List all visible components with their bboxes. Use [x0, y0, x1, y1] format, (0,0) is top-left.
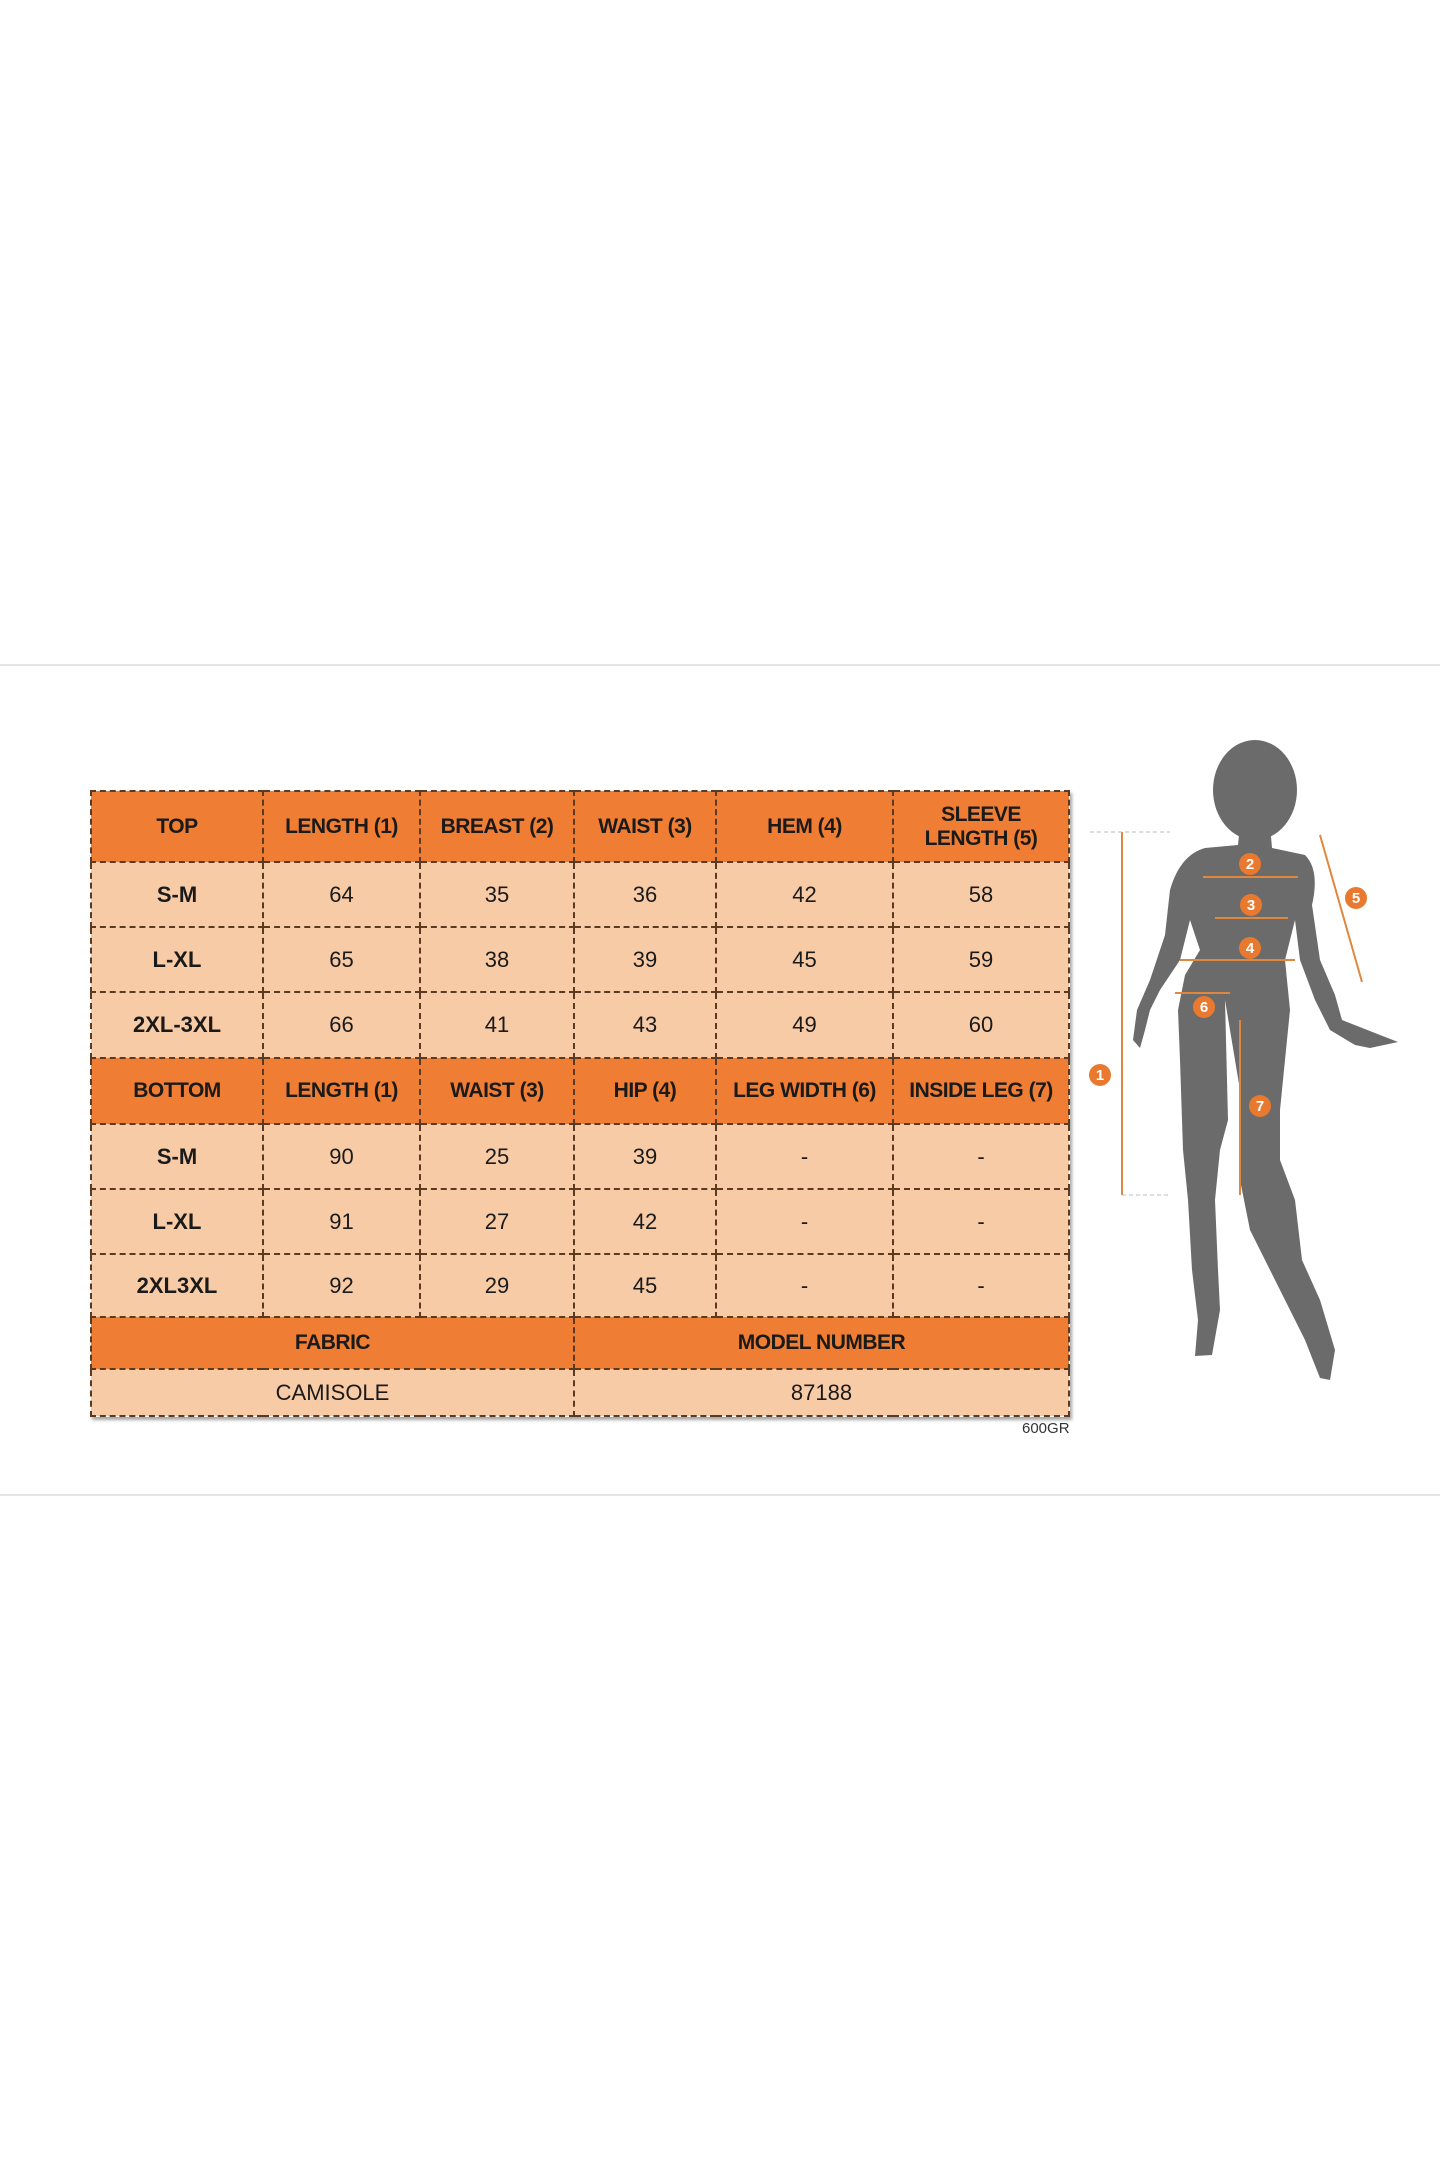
value-cell: 35 — [419, 861, 575, 928]
marker-6-label: 6 — [1200, 999, 1208, 1016]
size-cell: S-M — [90, 861, 264, 928]
marker-7-label: 7 — [1256, 1098, 1264, 1115]
header-cell: LEG WIDTH (6) — [715, 1057, 894, 1125]
table-row: L-XL 65 38 39 45 59 — [90, 926, 1070, 993]
table-row: L-XL 91 27 42 - - — [90, 1188, 1070, 1255]
value-cell: 42 — [715, 861, 894, 928]
header-cell: SLEEVE LENGTH (5) — [892, 790, 1070, 863]
header-cell: WAIST (3) — [419, 1057, 575, 1125]
value-cell: 58 — [892, 861, 1070, 928]
body-measurement-figure: 1 2 3 4 5 6 7 — [1089, 740, 1398, 1380]
header-cell: HEM (4) — [715, 790, 894, 863]
marker-4-label: 4 — [1246, 940, 1255, 957]
table-row: S-M 64 35 36 42 58 — [90, 861, 1070, 928]
marker-4-icon — [1239, 937, 1261, 959]
divider-top — [0, 664, 1440, 666]
model-number-label: MODEL NUMBER — [573, 1316, 1070, 1370]
header-cell: TOP — [90, 790, 264, 863]
header-cell: BOTTOM — [90, 1057, 264, 1125]
divider-bottom — [0, 1494, 1440, 1496]
size-cell: L-XL — [90, 926, 264, 993]
header-cell: INSIDE LEG (7) — [892, 1057, 1070, 1125]
bottom-header-row: BOTTOM LENGTH (1) WAIST (3) HIP (4) LEG … — [90, 1057, 1070, 1125]
value-cell: 39 — [573, 1123, 717, 1190]
marker-5-label: 5 — [1352, 890, 1360, 907]
weight-label: 600GR — [1022, 1420, 1070, 1437]
marker-1-label: 1 — [1096, 1067, 1104, 1084]
value-cell: 65 — [262, 926, 421, 993]
header-cell: WAIST (3) — [573, 790, 717, 863]
marker-1-icon — [1089, 1064, 1111, 1086]
value-cell: 42 — [573, 1188, 717, 1255]
value-cell: - — [715, 1123, 894, 1190]
header-cell: HIP (4) — [573, 1057, 717, 1125]
fabric-label: FABRIC — [90, 1316, 575, 1370]
fabric-value: CAMISOLE — [90, 1368, 575, 1417]
value-cell: 39 — [573, 926, 717, 993]
value-cell: - — [715, 1253, 894, 1318]
marker-7-icon — [1249, 1095, 1271, 1117]
table-row: 2XL-3XL 66 41 43 49 60 — [90, 991, 1070, 1059]
marker-5-icon — [1345, 887, 1367, 909]
size-cell: 2XL-3XL — [90, 991, 264, 1059]
marker-3-icon — [1240, 894, 1262, 916]
value-cell: 59 — [892, 926, 1070, 993]
value-cell: 91 — [262, 1188, 421, 1255]
model-number-value: 87188 — [573, 1368, 1070, 1417]
value-cell: 25 — [419, 1123, 575, 1190]
header-cell: LENGTH (1) — [262, 1057, 421, 1125]
table-row: S-M 90 25 39 - - — [90, 1123, 1070, 1190]
value-cell: 43 — [573, 991, 717, 1059]
value-cell: 27 — [419, 1188, 575, 1255]
size-cell: L-XL — [90, 1188, 264, 1255]
value-cell: 49 — [715, 991, 894, 1059]
marker-6-icon — [1193, 996, 1215, 1018]
header-cell: LENGTH (1) — [262, 790, 421, 863]
size-cell: S-M — [90, 1123, 264, 1190]
value-cell: 60 — [892, 991, 1070, 1059]
value-cell: 66 — [262, 991, 421, 1059]
value-cell: 92 — [262, 1253, 421, 1318]
value-cell: - — [892, 1123, 1070, 1190]
value-cell: 38 — [419, 926, 575, 993]
size-chart-table: TOP LENGTH (1) BREAST (2) WAIST (3) HEM … — [90, 790, 1070, 1417]
value-cell: 41 — [419, 991, 575, 1059]
value-cell: 90 — [262, 1123, 421, 1190]
header-cell: BREAST (2) — [419, 790, 575, 863]
top-header-row: TOP LENGTH (1) BREAST (2) WAIST (3) HEM … — [90, 790, 1070, 863]
value-cell: - — [715, 1188, 894, 1255]
value-cell: - — [892, 1188, 1070, 1255]
measurement-markers — [1089, 853, 1367, 1117]
info-header-row: FABRIC MODEL NUMBER — [90, 1316, 1070, 1370]
value-cell: 64 — [262, 861, 421, 928]
marker-2-icon — [1239, 853, 1261, 875]
size-cell: 2XL3XL — [90, 1253, 264, 1318]
info-row: CAMISOLE 87188 — [90, 1368, 1070, 1417]
value-cell: 45 — [573, 1253, 717, 1318]
silhouette-icon — [1133, 740, 1398, 1380]
marker-3-label: 3 — [1247, 897, 1255, 914]
value-cell: - — [892, 1253, 1070, 1318]
marker-2-label: 2 — [1246, 856, 1254, 873]
value-cell: 29 — [419, 1253, 575, 1318]
value-cell: 36 — [573, 861, 717, 928]
table-row: 2XL3XL 92 29 45 - - — [90, 1253, 1070, 1318]
value-cell: 45 — [715, 926, 894, 993]
